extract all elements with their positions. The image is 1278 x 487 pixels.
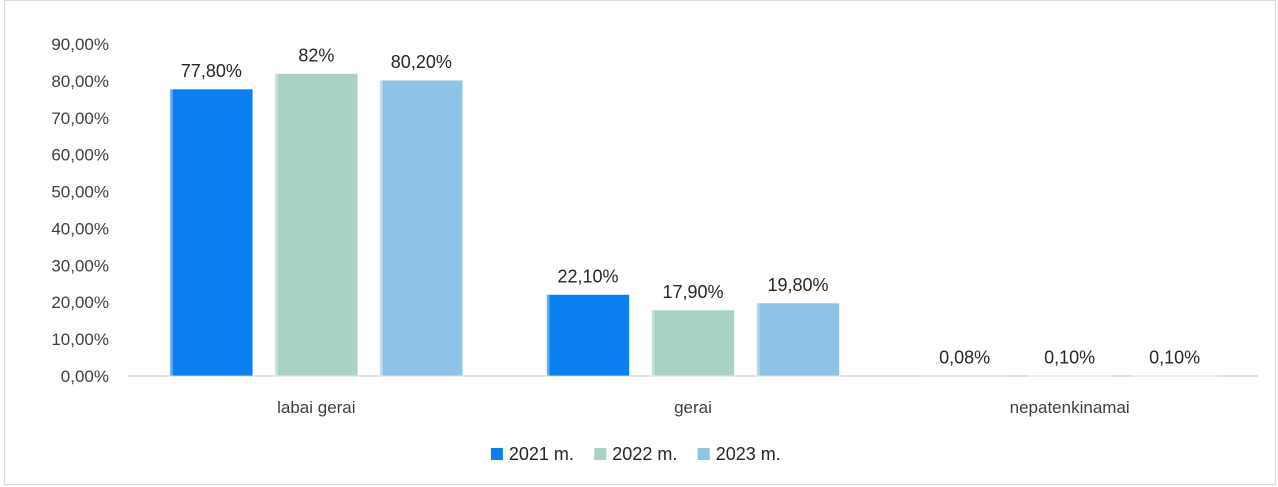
- bar-highlight: [274, 73, 278, 376]
- bar: [1132, 375, 1217, 377]
- y-tick-label: 60,00%: [51, 146, 109, 165]
- category-label: nepatenkinamai: [1010, 398, 1130, 417]
- legend-swatch: [697, 448, 710, 460]
- y-tick-label: 30,00%: [51, 256, 109, 275]
- data-label: 17,90%: [662, 282, 723, 302]
- data-label: 0,10%: [1044, 348, 1095, 368]
- y-tick-label: 70,00%: [51, 109, 109, 128]
- y-tick-label: 80,00%: [51, 72, 109, 91]
- category-label: labai gerai: [277, 398, 355, 417]
- y-tick-label: 40,00%: [51, 219, 109, 238]
- legend-swatch: [594, 448, 607, 460]
- legend-label: 2022 m.: [612, 444, 677, 464]
- y-tick-label: 10,00%: [51, 330, 109, 349]
- data-label: 0,08%: [939, 348, 990, 368]
- data-label: 19,80%: [767, 275, 828, 295]
- bar-highlight: [1133, 375, 1137, 377]
- y-tick-label: 0,00%: [61, 367, 109, 386]
- data-label: 22,10%: [557, 266, 618, 286]
- legend-label: 2021 m.: [509, 444, 574, 464]
- bar: [922, 375, 1007, 377]
- bar: [169, 88, 254, 377]
- bar-highlight: [923, 375, 927, 377]
- data-label: 80,20%: [391, 52, 452, 72]
- bar: [546, 293, 630, 377]
- data-label: 77,80%: [181, 61, 242, 81]
- bar: [756, 302, 840, 377]
- bar-highlight: [169, 89, 173, 376]
- y-tick-label: 90,00%: [51, 35, 109, 54]
- bar-highlight: [756, 302, 760, 376]
- bar-highlight: [379, 80, 383, 376]
- bar: [274, 73, 359, 377]
- y-tick-label: 50,00%: [51, 183, 109, 202]
- category-label: gerai: [674, 398, 712, 417]
- data-label: 82%: [298, 46, 334, 66]
- bar: [379, 79, 464, 377]
- bar: [1027, 375, 1112, 377]
- bar-highlight: [651, 309, 655, 376]
- bar-highlight: [546, 294, 550, 376]
- bar-highlight: [1028, 375, 1032, 377]
- legend-label: 2023 m.: [716, 444, 781, 464]
- data-label: 0,10%: [1149, 348, 1200, 368]
- legend-swatch: [490, 448, 503, 460]
- bar: [651, 309, 735, 377]
- y-tick-label: 20,00%: [51, 293, 109, 312]
